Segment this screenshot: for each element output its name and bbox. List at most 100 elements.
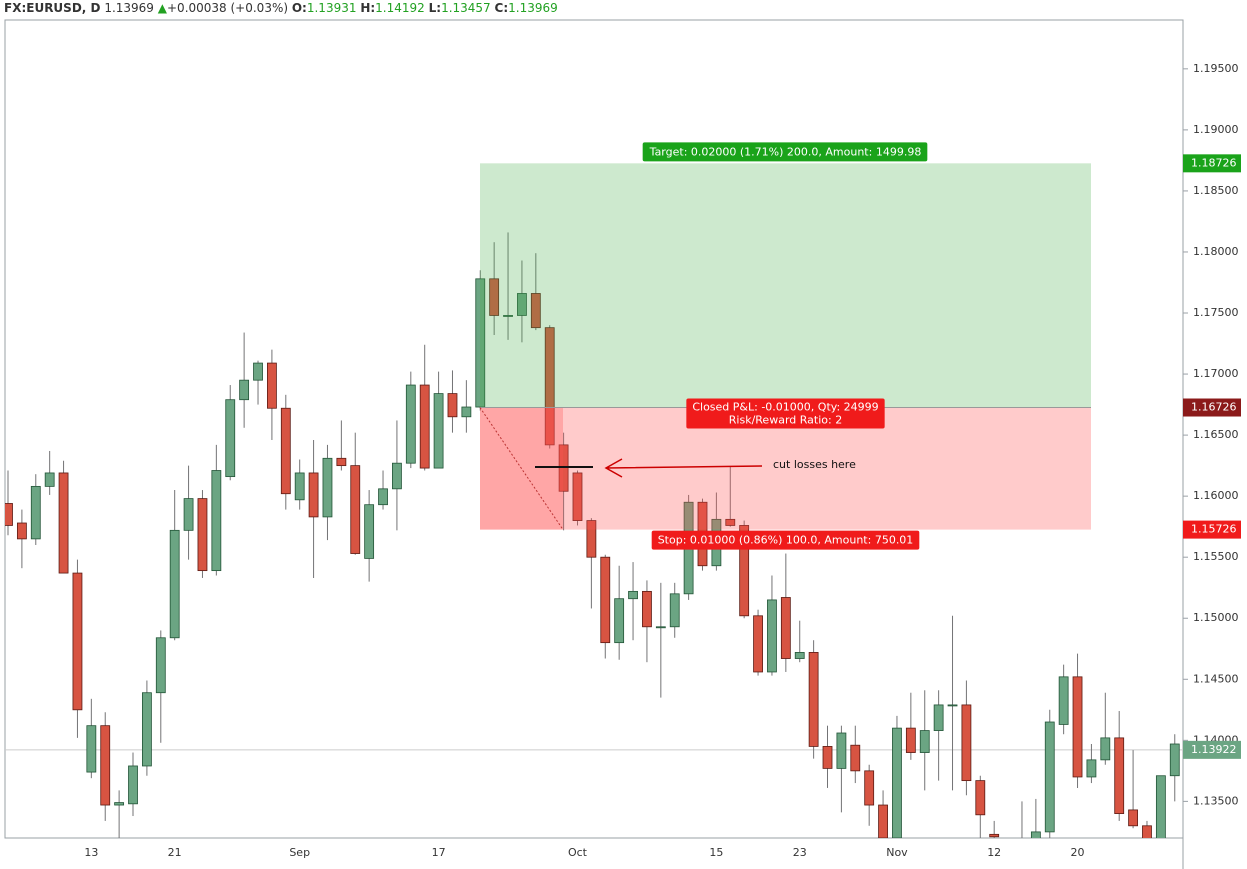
candle-body <box>100 725 111 806</box>
candle-body <box>989 833 1000 838</box>
candle-body <box>155 637 166 694</box>
candle-body <box>433 393 444 469</box>
y-tick-label: 1.16000 <box>1193 489 1239 502</box>
candle-body <box>822 746 833 769</box>
candle-body <box>322 457 333 518</box>
change: +0.00038 (+0.03%) <box>167 1 289 15</box>
y-tick-label: 1.17000 <box>1193 367 1239 380</box>
candle-body <box>905 727 916 753</box>
candle-body <box>280 407 291 495</box>
stop-price-tag: 1.15726 <box>1191 523 1237 536</box>
candle-body <box>975 780 986 816</box>
target-price-tag: 1.18726 <box>1191 156 1237 169</box>
ohlc-key: C: <box>494 1 509 15</box>
candle-body <box>1142 825 1152 838</box>
candle-body <box>1155 775 1166 838</box>
candle-body <box>586 520 597 558</box>
candle-body <box>364 504 375 559</box>
candle-body <box>1114 737 1125 814</box>
candle-body <box>1058 676 1069 725</box>
candle-body <box>725 518 736 526</box>
candle-body <box>5 503 13 526</box>
candle-body <box>141 692 152 767</box>
candle-body <box>16 522 27 540</box>
candle-body <box>58 472 69 574</box>
candle-body <box>530 293 541 329</box>
x-tick-label: 20 <box>1071 846 1085 859</box>
candle-body <box>128 765 138 805</box>
x-tick-label: 15 <box>709 846 723 859</box>
candle-body <box>780 597 791 659</box>
ohlc-key: H: <box>360 1 376 15</box>
candle-body <box>86 725 97 773</box>
y-tick-label: 1.19000 <box>1193 123 1239 136</box>
candle-body <box>544 327 555 446</box>
candle-body <box>1128 809 1138 827</box>
candle-body <box>336 457 347 467</box>
y-tick-label: 1.18000 <box>1193 245 1239 258</box>
candle-body <box>489 278 500 316</box>
x-tick-label: Oct <box>568 846 588 859</box>
candle-body <box>1004 844 1013 856</box>
candle-body <box>392 462 402 490</box>
candle-body <box>808 652 819 747</box>
last-price: 1.13969 <box>104 1 154 15</box>
y-tick-label: 1.17500 <box>1193 306 1239 319</box>
x-tick-label: 21 <box>168 846 182 859</box>
candle-body <box>961 704 972 782</box>
candle-body <box>308 472 319 518</box>
candle-body <box>197 498 208 572</box>
target-label: Target: 0.02000 (1.71%) 200.0, Amount: 1… <box>649 145 922 158</box>
candle-body <box>350 465 361 554</box>
candle-body <box>72 572 83 711</box>
candle-body <box>614 598 625 644</box>
legend-header: FX:EURUSD, D 1.13969 ▲+0.00038 (+0.03%) … <box>4 1 558 15</box>
candle-body <box>947 704 958 707</box>
ohlc-key: O: <box>291 1 307 15</box>
candle-body <box>419 384 430 469</box>
candle-body <box>30 485 41 540</box>
current-price-tag-bg <box>1183 740 1241 759</box>
candle-body <box>169 529 180 639</box>
x-tick-label: 23 <box>793 846 807 859</box>
candle-body <box>1100 737 1111 761</box>
ohlc: O:1.13931 H:1.14192 L:1.13457 C:1.13969 <box>292 1 558 15</box>
closed-label: Closed P&L: -0.01000, Qty: 24999 <box>692 401 878 414</box>
candle-body <box>753 615 763 673</box>
candle-body <box>739 525 750 617</box>
ohlc-value: 1.13931 <box>306 1 357 15</box>
target-zone <box>480 163 1091 408</box>
candle-body <box>892 727 902 838</box>
candle-body <box>628 590 638 600</box>
candle-body <box>933 704 944 731</box>
candle-body <box>239 379 250 401</box>
symbol: FX:EURUSD, D <box>4 1 101 15</box>
candle-body <box>794 652 805 659</box>
candle-body <box>1072 676 1083 778</box>
candle-body <box>767 599 777 673</box>
y-tick-label: 1.13500 <box>1193 794 1239 807</box>
x-tick-label: 13 <box>84 846 98 859</box>
annotation-text: cut losses here <box>773 458 856 471</box>
candle-body <box>850 744 861 772</box>
candle-body <box>1044 721 1055 833</box>
candle-body <box>183 498 194 531</box>
stop-label: Stop: 0.01000 (0.86%) 100.0, Amount: 750… <box>658 534 914 547</box>
x-tick-label: 12 <box>987 846 1001 859</box>
candle-body <box>878 804 888 838</box>
candle-body <box>114 802 125 806</box>
candle-body <box>919 730 930 753</box>
candle-body <box>558 444 569 492</box>
candle-body <box>655 626 666 629</box>
y-tick-label: 1.15500 <box>1193 550 1239 563</box>
x-tick-label: Nov <box>886 846 908 859</box>
candle-body <box>378 488 388 506</box>
candle-body <box>405 384 416 464</box>
trade-path <box>479 407 564 530</box>
target-label-bg <box>642 142 928 162</box>
ohlc-key: L: <box>428 1 442 15</box>
candle-body <box>1086 759 1097 778</box>
ohlc-value: 1.13969 <box>508 1 558 15</box>
